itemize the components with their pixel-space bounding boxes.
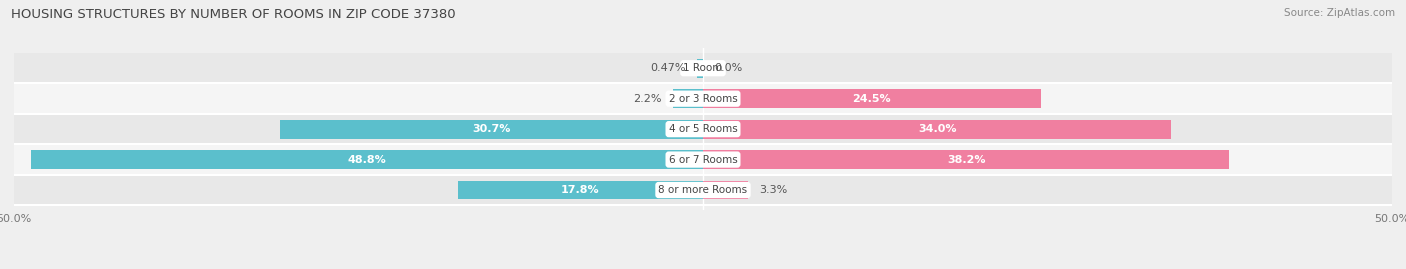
- Text: 8 or more Rooms: 8 or more Rooms: [658, 185, 748, 195]
- Bar: [14, 144, 1392, 175]
- Bar: [14, 175, 1392, 205]
- Text: 24.5%: 24.5%: [852, 94, 891, 104]
- Text: 3.3%: 3.3%: [759, 185, 787, 195]
- Bar: [280, 120, 703, 139]
- Text: 38.2%: 38.2%: [946, 155, 986, 165]
- Text: 0.47%: 0.47%: [650, 63, 686, 73]
- Text: 34.0%: 34.0%: [918, 124, 956, 134]
- Bar: [458, 180, 703, 200]
- Bar: [14, 83, 1392, 114]
- Text: 30.7%: 30.7%: [472, 124, 510, 134]
- Text: 1 Room: 1 Room: [683, 63, 723, 73]
- Bar: [14, 53, 1392, 83]
- Text: 0.0%: 0.0%: [714, 63, 742, 73]
- Text: 17.8%: 17.8%: [561, 185, 600, 195]
- Text: 2.2%: 2.2%: [633, 94, 662, 104]
- Bar: [14, 114, 1392, 144]
- Bar: [703, 180, 748, 200]
- Bar: [703, 150, 1229, 169]
- Text: 2 or 3 Rooms: 2 or 3 Rooms: [669, 94, 737, 104]
- Text: Source: ZipAtlas.com: Source: ZipAtlas.com: [1284, 8, 1395, 18]
- Bar: [31, 150, 703, 169]
- Bar: [703, 120, 1171, 139]
- Text: 48.8%: 48.8%: [347, 155, 387, 165]
- Bar: [696, 59, 703, 78]
- Text: 6 or 7 Rooms: 6 or 7 Rooms: [669, 155, 737, 165]
- Bar: [672, 89, 703, 108]
- Bar: [703, 89, 1040, 108]
- Text: HOUSING STRUCTURES BY NUMBER OF ROOMS IN ZIP CODE 37380: HOUSING STRUCTURES BY NUMBER OF ROOMS IN…: [11, 8, 456, 21]
- Text: 4 or 5 Rooms: 4 or 5 Rooms: [669, 124, 737, 134]
